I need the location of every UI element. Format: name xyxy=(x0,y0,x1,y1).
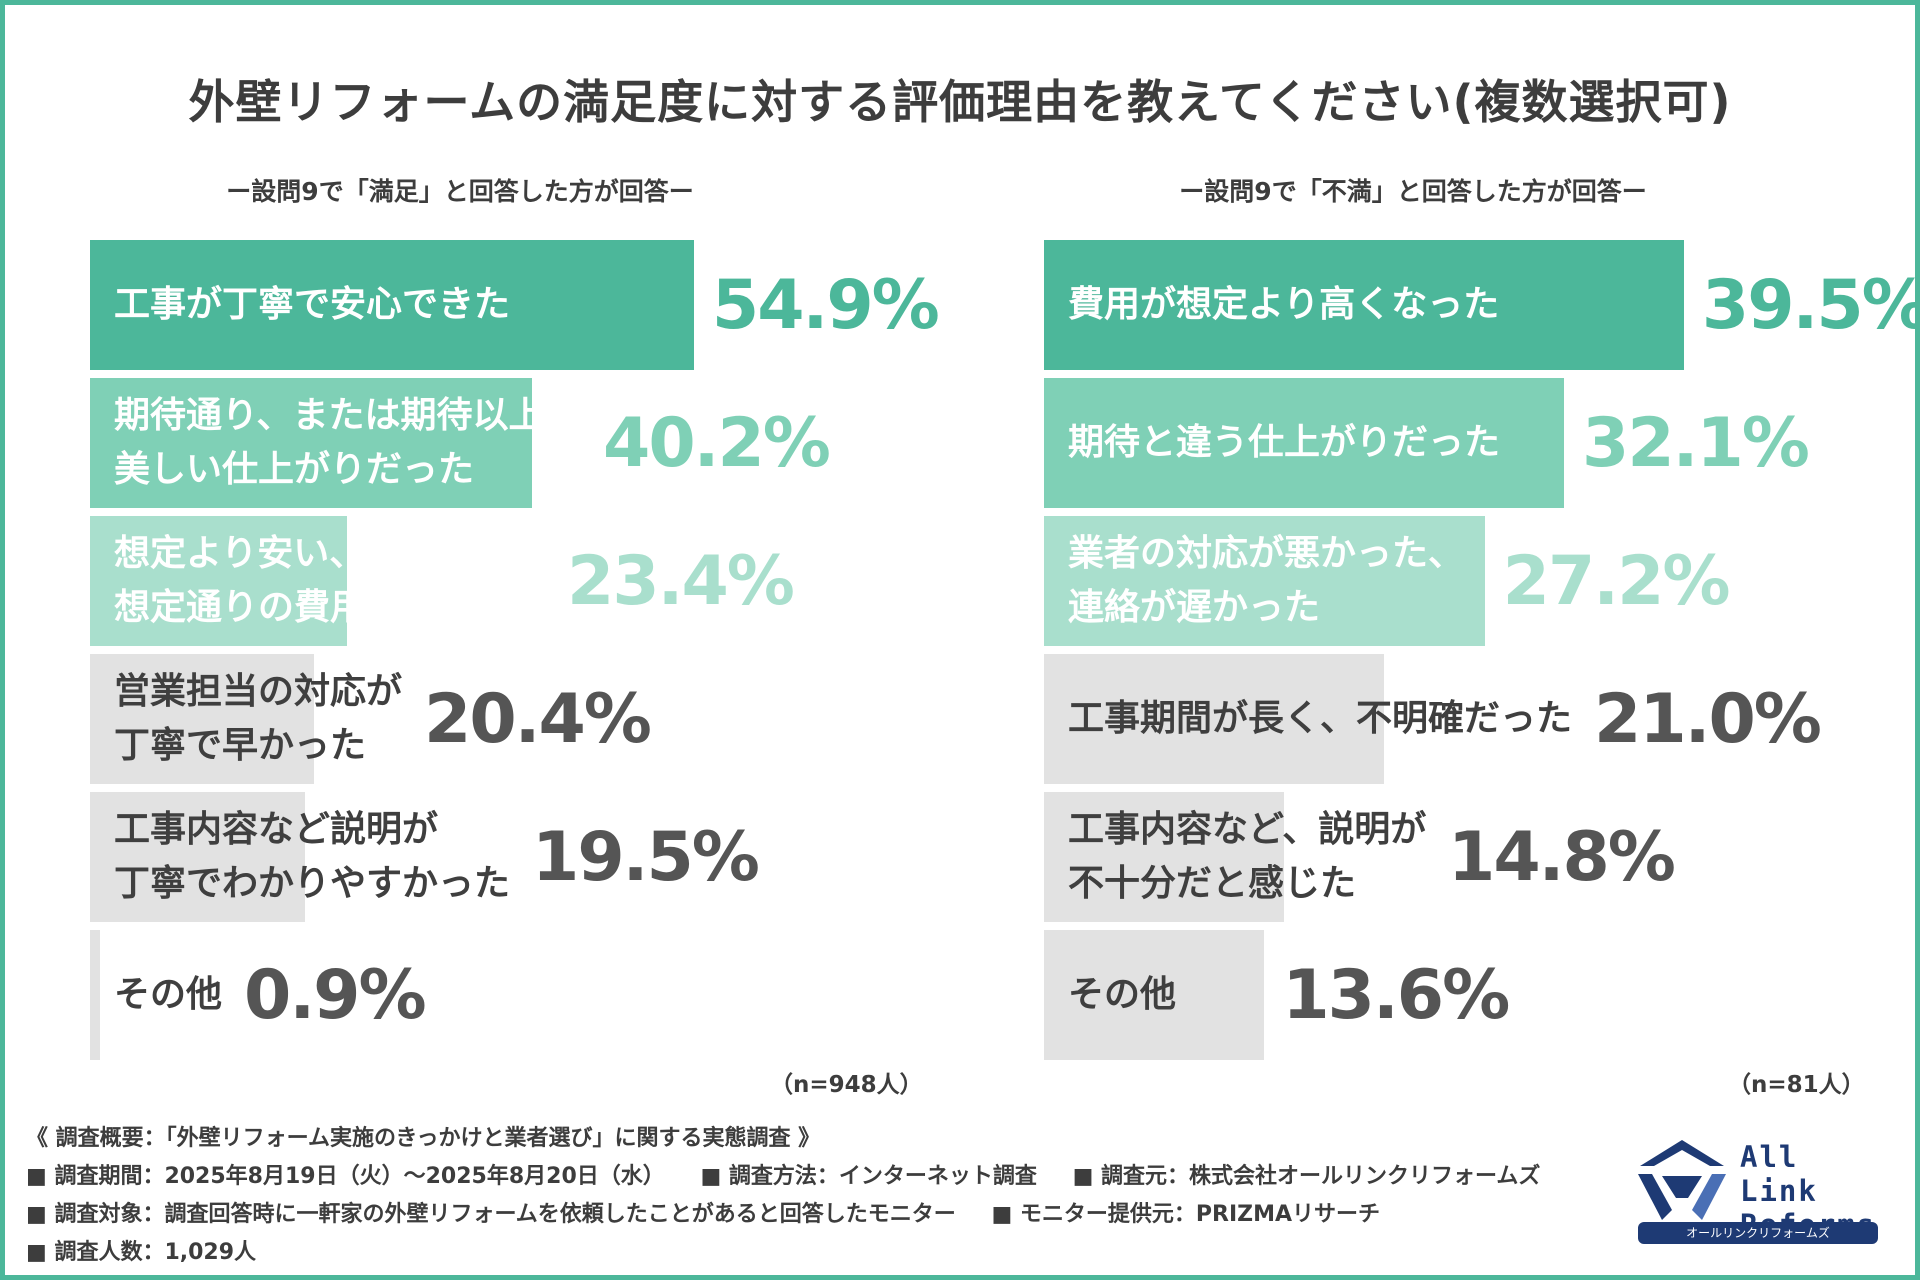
survey-target: ■ 調査対象：調査回答時に一軒家の外壁リフォームを依頼したことがあると回答したモ… xyxy=(26,1202,956,1227)
survey-source: ■ 調査元：株式会社オールリンクリフォームズ xyxy=(1072,1164,1541,1189)
bar-1-2 xyxy=(1044,516,1485,646)
company-logo: All Link Reforms オールリンクリフォームズ xyxy=(1632,1130,1884,1250)
bar-label-1-2: 業者の対応が悪かった、 連絡が遅かった xyxy=(1068,533,1465,628)
bar-0-1 xyxy=(90,378,533,508)
right-sample-size: （n=81人） xyxy=(1728,1072,1865,1098)
left-sample-size: （n=948人） xyxy=(770,1072,923,1098)
bar-label-1-0: 費用が想定より高くなった xyxy=(1068,284,1500,325)
bar-0-2 xyxy=(90,516,348,646)
bar-0-3 xyxy=(90,654,315,784)
bar-1-1 xyxy=(1044,378,1565,508)
bar-label-1-5: その他 xyxy=(1068,974,1177,1015)
bar-label-1-4: 工事内容など、説明が 不十分だと感じた xyxy=(1068,809,1427,904)
bar-label-1-3: 工事期間が長く、不明確だった xyxy=(1068,698,1573,739)
bar-label-0-3: 営業担当の対応が 丁寧で早かった xyxy=(114,671,403,766)
page-title: 外壁リフォームの満足度に対する評価理由を教えてください(複数選択可) xyxy=(188,75,1732,129)
logo-band: オールリンクリフォームズ xyxy=(1638,1222,1878,1244)
right-chart-subtitle: ー設問9で「不満」と回答した方が回答ー xyxy=(1179,177,1647,206)
survey-monitor-provider: ■ モニター提供元：PRIZMAリサーチ xyxy=(991,1202,1381,1227)
bar-value-1-5: 13.6% xyxy=(1282,955,1510,1035)
bar-value-1-2: 27.2% xyxy=(1502,541,1731,621)
bar-0-4 xyxy=(90,792,305,922)
bar-label-0-4: 工事内容など説明が 丁寧でわかりやすかった xyxy=(114,809,511,904)
bar-label-1-1: 期待と違う仕上がりだった xyxy=(1068,422,1501,463)
survey-count: ■ 調査人数：1,029人 xyxy=(26,1240,257,1265)
bar-value-1-3: 21.0% xyxy=(1594,679,1822,759)
survey-line-1: ■ 調査期間：2025年8月19日（火）～2025年8月20日（水） ■ 調査方… xyxy=(26,1158,1568,1190)
bar-1-4 xyxy=(1044,792,1284,922)
bar-0-5 xyxy=(90,930,100,1060)
bar-value-1-1: 32.1% xyxy=(1582,403,1810,483)
bar-1-0 xyxy=(1044,240,1684,370)
survey-method: ■ 調査方法：インターネット調査 xyxy=(700,1164,1037,1189)
left-chart-subtitle: ー設問9で「満足」と回答した方が回答ー xyxy=(226,177,694,206)
bar-value-0-4: 19.5% xyxy=(532,817,760,897)
bar-value-1-4: 14.8% xyxy=(1448,817,1676,897)
bar-value-0-0: 54.9% xyxy=(711,265,940,345)
survey-period: ■ 調査期間：2025年8月19日（火）～2025年8月20日（水） xyxy=(26,1164,665,1189)
survey-heading: 《 調査概要：「外壁リフォーム実施のきっかけと業者選び」に関する実態調査 》 xyxy=(26,1126,821,1151)
bar-1-3 xyxy=(1044,654,1385,784)
bar-value-0-3: 20.4% xyxy=(424,679,652,759)
bar-value-0-5: 0.9% xyxy=(244,955,427,1035)
bar-label-0-0: 工事が丁寧で安心できた xyxy=(114,284,511,325)
logo-mark-icon xyxy=(1638,1140,1726,1220)
bar-value-0-1: 40.2% xyxy=(603,403,831,483)
bar-label-0-1: 期待通り、または期待以上の 美しい仕上がりだった xyxy=(114,395,581,490)
bar-label-0-2: 想定より安い、または 想定通りの費用で収まった xyxy=(114,533,545,628)
survey-line-3: ■ 調査人数：1,029人 xyxy=(26,1234,284,1266)
bar-0-0 xyxy=(90,240,694,370)
survey-line-2: ■ 調査対象：調査回答時に一軒家の外壁リフォームを依頼したことがあると回答したモ… xyxy=(26,1196,1408,1228)
bar-value-0-2: 23.4% xyxy=(567,541,795,621)
bar-1-5 xyxy=(1044,930,1265,1060)
left-bar-chart: 工事が丁寧で安心できた 54.9% 期待通り、または期待以上の 美しい仕上がりだった… xyxy=(90,240,950,1070)
right-bar-chart: 費用が想定より高くなった 39.5% 期待と違う仕上がりだった 32.1% 業者の対応が… xyxy=(1044,240,1920,1070)
bar-label-0-5: その他 xyxy=(114,974,223,1015)
bar-value-1-0: 39.5% xyxy=(1701,265,1920,345)
